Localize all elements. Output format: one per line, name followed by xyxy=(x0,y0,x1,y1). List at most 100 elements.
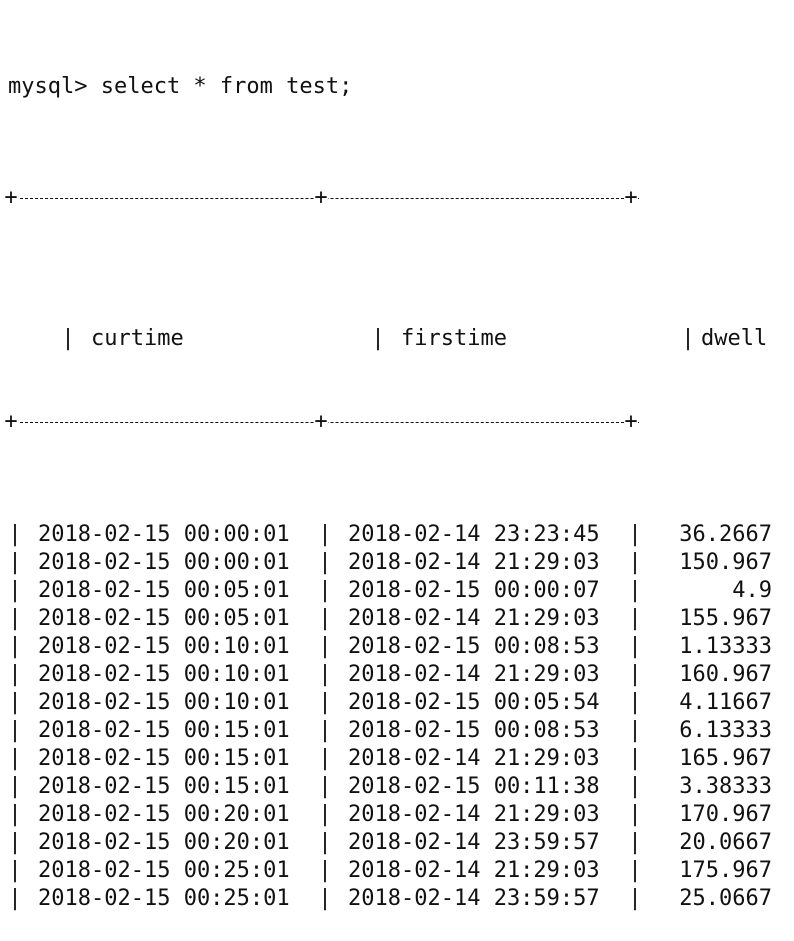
table-row: | 2018-02-15 00:15:01 | 2018-02-14 21:29:03… xyxy=(8,745,794,773)
table-row: | 2018-02-15 00:10:01 | 2018-02-15 00:05:54… xyxy=(8,689,794,717)
table-row: | 2018-02-15 00:25:01 | 2018-02-14 23:59:57… xyxy=(8,885,794,913)
cell-firstime: 2018-02-14 21:29:03 xyxy=(348,802,600,827)
column-separator: | xyxy=(318,606,332,631)
mysql-terminal-output: mysql> select * from test; + + + | curtim… xyxy=(4,17,794,941)
table-header-border: + + + xyxy=(4,409,639,435)
table-row: | 2018-02-15 00:20:01 | 2018-02-14 23:59:57… xyxy=(8,829,794,857)
column-separator: | xyxy=(318,802,332,827)
cell-curtime: 2018-02-15 00:25:01 xyxy=(38,858,290,883)
table-body: | 2018-02-15 00:00:01 | 2018-02-14 23:23:45… xyxy=(8,521,794,913)
column-separator: | xyxy=(628,802,642,827)
cell-curtime: 2018-02-15 00:15:01 xyxy=(38,718,290,743)
cell-curtime: 2018-02-15 00:05:01 xyxy=(38,578,290,603)
column-separator: | xyxy=(318,746,332,771)
table-row: | 2018-02-15 00:20:01 | 2018-02-14 21:29:03… xyxy=(8,801,794,829)
column-separator: | xyxy=(628,830,642,855)
column-separator: | xyxy=(318,886,332,911)
cell-firstime: 2018-02-14 23:23:45 xyxy=(348,522,600,547)
cell-dwell: 4.11667 xyxy=(679,690,772,715)
column-separator: | xyxy=(628,886,642,911)
terminal-window: { "prompt": "mysql> select * from test;"… xyxy=(4,74,772,911)
column-separator: | xyxy=(8,634,22,659)
cell-curtime: 2018-02-15 00:10:01 xyxy=(38,634,290,659)
cell-curtime: 2018-02-15 00:20:01 xyxy=(38,830,290,855)
cell-firstime: 2018-02-15 00:08:53 xyxy=(348,718,600,743)
column-header-curtime: curtime xyxy=(90,326,184,351)
cell-firstime: 2018-02-15 00:08:53 xyxy=(348,634,600,659)
cell-dwell: 4.9 xyxy=(732,578,772,603)
cell-dwell: 36.2667 xyxy=(679,522,772,547)
column-separator: | xyxy=(8,746,22,771)
column-separator: | xyxy=(628,578,642,603)
cell-dwell: 3.38333 xyxy=(679,774,772,799)
cell-curtime: 2018-02-15 00:15:01 xyxy=(38,774,290,799)
table-row: | 2018-02-15 00:25:01 | 2018-02-14 21:29:03… xyxy=(8,857,794,885)
column-separator: | xyxy=(318,634,332,659)
column-separator: | xyxy=(8,802,22,827)
cell-dwell: 25.0667 xyxy=(679,886,772,911)
column-separator: | xyxy=(628,634,642,659)
cell-dwell: 155.967 xyxy=(679,606,772,631)
table-row: | 2018-02-15 00:15:01 | 2018-02-15 00:08:53… xyxy=(8,717,794,745)
column-separator: | xyxy=(628,746,642,771)
cell-curtime: 2018-02-15 00:00:01 xyxy=(38,522,290,547)
column-separator: | xyxy=(8,662,22,687)
cell-firstime: 2018-02-14 21:29:03 xyxy=(348,746,600,771)
column-separator: | xyxy=(8,830,22,855)
column-separator: | xyxy=(628,522,642,547)
cell-firstime: 2018-02-15 00:00:07 xyxy=(348,578,600,603)
cell-curtime: 2018-02-15 00:00:01 xyxy=(38,550,290,575)
cell-dwell: 170.967 xyxy=(679,802,772,827)
column-separator: | xyxy=(318,830,332,855)
command-line: mysql> select * from test; xyxy=(8,74,353,99)
cell-dwell: 165.967 xyxy=(679,746,772,771)
cell-dwell: 6.13333 xyxy=(679,718,772,743)
table-row: | 2018-02-15 00:10:01 | 2018-02-14 21:29:03… xyxy=(8,661,794,689)
column-separator: | xyxy=(318,522,332,547)
cell-curtime: 2018-02-15 00:25:01 xyxy=(38,886,290,911)
column-separator: | xyxy=(628,774,642,799)
cell-firstime: 2018-02-15 00:11:38 xyxy=(348,774,600,799)
column-separator: | xyxy=(628,858,642,883)
column-header-dwell: dwell xyxy=(700,326,768,351)
column-separator: | xyxy=(318,858,332,883)
cell-firstime: 2018-02-14 21:29:03 xyxy=(348,606,600,631)
column-separator: | xyxy=(8,774,22,799)
column-separator: | xyxy=(628,550,642,575)
column-separator: | xyxy=(8,718,22,743)
column-separator: | xyxy=(8,578,22,603)
column-separator: | xyxy=(318,578,332,603)
table-row: | 2018-02-15 00:00:01 | 2018-02-14 23:23:45… xyxy=(8,521,794,549)
table-row: | 2018-02-15 00:05:01 | 2018-02-14 21:29:03… xyxy=(8,605,794,633)
cell-curtime: 2018-02-15 00:20:01 xyxy=(38,802,290,827)
column-separator: | xyxy=(318,550,332,575)
column-separator: | xyxy=(628,718,642,743)
column-separator: | xyxy=(318,718,332,743)
column-header-firstime: firstime xyxy=(400,326,507,351)
table-top-border: + + + xyxy=(4,185,639,211)
column-separator: | xyxy=(8,886,22,911)
table-row: | 2018-02-15 00:00:01 | 2018-02-14 21:29:03… xyxy=(8,549,794,577)
cell-dwell: 150.967 xyxy=(679,550,772,575)
cell-dwell: 1.13333 xyxy=(679,634,772,659)
column-separator: | xyxy=(318,690,332,715)
cell-firstime: 2018-02-15 00:05:54 xyxy=(348,690,600,715)
table-header-row: | curtime | firstime | dwell xyxy=(8,297,794,351)
cell-curtime: 2018-02-15 00:05:01 xyxy=(38,606,290,631)
table-row: | 2018-02-15 00:10:01 | 2018-02-15 00:08:53… xyxy=(8,633,794,661)
column-separator: | xyxy=(8,606,22,631)
table-row: | 2018-02-15 00:15:01 | 2018-02-15 00:11:38… xyxy=(8,773,794,801)
column-separator: | xyxy=(8,690,22,715)
table-row: | 2018-02-15 00:05:01 | 2018-02-15 00:00:07… xyxy=(8,577,794,605)
cell-curtime: 2018-02-15 00:10:01 xyxy=(38,662,290,687)
column-separator: | xyxy=(318,662,332,687)
cell-curtime: 2018-02-15 00:15:01 xyxy=(38,746,290,771)
column-separator: | xyxy=(318,774,332,799)
cell-curtime: 2018-02-15 00:10:01 xyxy=(38,690,290,715)
column-separator: | xyxy=(8,858,22,883)
column-separator: | xyxy=(628,662,642,687)
cell-firstime: 2018-02-14 21:29:03 xyxy=(348,858,600,883)
cell-dwell: 160.967 xyxy=(679,662,772,687)
cell-firstime: 2018-02-14 21:29:03 xyxy=(348,550,600,575)
cell-firstime: 2018-02-14 23:59:57 xyxy=(348,886,600,911)
